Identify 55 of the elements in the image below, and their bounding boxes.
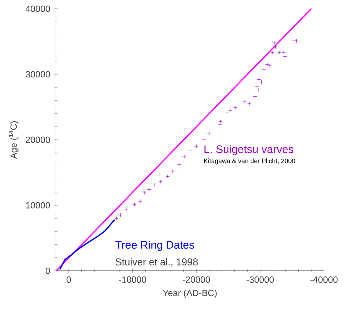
y-tick-label: 30000 bbox=[26, 71, 50, 78]
point bbox=[234, 106, 238, 110]
point bbox=[194, 144, 199, 149]
point bbox=[202, 138, 206, 142]
point bbox=[118, 213, 123, 218]
point bbox=[253, 94, 258, 99]
point bbox=[177, 162, 182, 167]
y-tick-label: 40000 bbox=[26, 6, 50, 12]
point bbox=[124, 208, 128, 212]
y-tick-label: 0 bbox=[46, 268, 50, 274]
point bbox=[152, 183, 156, 188]
point bbox=[142, 191, 147, 196]
point bbox=[270, 50, 275, 55]
point bbox=[147, 188, 152, 192]
point bbox=[274, 44, 278, 49]
point bbox=[283, 54, 288, 59]
point bbox=[292, 38, 296, 42]
point bbox=[243, 100, 248, 104]
point bbox=[132, 202, 137, 207]
point bbox=[256, 88, 261, 92]
point bbox=[294, 39, 299, 44]
x-tick-label: 0 bbox=[66, 276, 72, 283]
series-label: L. Suigetsu varves bbox=[204, 145, 294, 156]
point bbox=[260, 80, 264, 84]
point bbox=[158, 180, 163, 184]
point bbox=[188, 149, 192, 154]
y-tick-label: 10000 bbox=[26, 202, 50, 209]
point bbox=[225, 111, 230, 116]
point bbox=[282, 50, 286, 55]
point bbox=[218, 122, 222, 127]
y-tick-label: 20000 bbox=[26, 136, 50, 144]
point bbox=[138, 200, 142, 204]
point bbox=[268, 64, 272, 68]
point bbox=[248, 102, 252, 106]
point bbox=[255, 84, 260, 89]
x-axis-title: Year (AD-BC) bbox=[163, 290, 217, 298]
point bbox=[265, 62, 270, 67]
point bbox=[207, 131, 212, 136]
x-tick-label: -20000 bbox=[183, 276, 210, 283]
point bbox=[257, 78, 262, 82]
point bbox=[114, 216, 119, 221]
point bbox=[166, 174, 170, 179]
series-label: Tree Ring Dates bbox=[116, 240, 194, 252]
point bbox=[228, 108, 232, 113]
y-axis-title: Age ($^{14}$C) bbox=[9, 122, 19, 159]
x-tick-label: -30000 bbox=[246, 276, 274, 283]
point bbox=[182, 155, 186, 160]
x-tick-label: -10000 bbox=[119, 276, 146, 283]
point bbox=[262, 68, 266, 72]
point bbox=[272, 41, 276, 46]
annotation: Stuiver et al., 1998 bbox=[116, 258, 198, 267]
point bbox=[278, 50, 282, 55]
x-tick-label: -40000 bbox=[310, 276, 338, 283]
point bbox=[218, 120, 223, 124]
point bbox=[171, 169, 175, 174]
